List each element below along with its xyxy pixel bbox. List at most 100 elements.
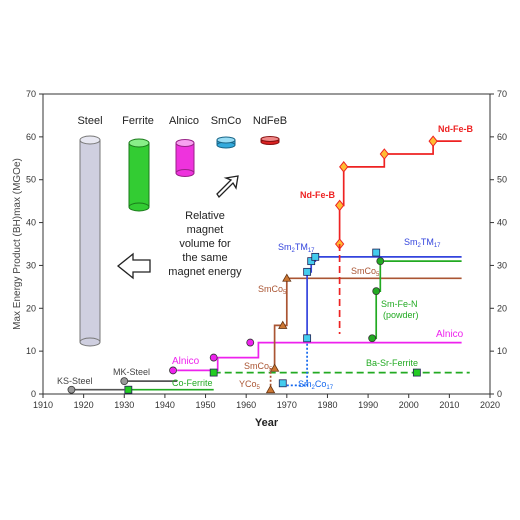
marker-sm-fe-n	[368, 334, 377, 343]
y-tick-label-right: 0	[497, 389, 502, 399]
plot-frame	[42, 93, 491, 395]
label-alnico-right: Alnico	[436, 329, 464, 340]
y-tick-label-left: 30	[26, 260, 36, 270]
x-tick-label: 1930	[114, 400, 134, 410]
marker-sm2co17	[278, 379, 287, 388]
x-tick-label: 2000	[399, 400, 419, 410]
marker-smco5	[282, 273, 292, 282]
label-sm2tm17-left: Sm2TM17	[278, 242, 315, 254]
alnico-cylinder	[175, 139, 195, 177]
label-alnico-left: Alnico	[172, 356, 200, 367]
axes: 1910 1920 1930 1940 1950 1960 1970 1980 1990 2000…	[12, 89, 507, 429]
label-ks-steel: KS-Steel	[57, 376, 93, 386]
smco-cylinder	[216, 136, 236, 149]
legend-cylinders: Steel Ferrite Alnico SmCo NdFeB	[77, 115, 287, 347]
marker-nd-fe-b	[339, 161, 349, 173]
y-tick-label-left: 20	[26, 303, 36, 313]
marker-smco5	[278, 320, 288, 329]
y-tick-label-right: 30	[497, 260, 507, 270]
y-tick-label-left: 70	[26, 89, 36, 99]
series-labels: KS-Steel MK-Steel Co-Ferrite Alnico Alni…	[57, 124, 473, 391]
note-line-2: magnet	[187, 224, 224, 236]
x-tick-label: 1940	[155, 400, 175, 410]
label-ndfeb-top: Nd-Fe-B	[438, 124, 473, 134]
marker-alnico	[169, 366, 177, 375]
note-line-1: Relative	[185, 210, 225, 222]
marker-smco5	[269, 363, 280, 372]
series-line-alnico	[177, 341, 462, 372]
ferrite-cylinder	[128, 138, 150, 212]
y-tick-label-left: 60	[26, 132, 36, 142]
x-tick-label: 1960	[236, 400, 256, 410]
label-sm2co17: Sm2Co17	[298, 379, 334, 391]
x-tick-label: 1970	[277, 400, 297, 410]
label-ba-sr-ferrite: Ba-Sr-Ferrite	[366, 358, 418, 368]
x-tick-label: 2020	[480, 400, 500, 410]
label-sm2tm17-right: Sm2TM17	[404, 237, 441, 249]
marker-sm2tm17	[303, 267, 312, 276]
marker-sm-fe-n	[372, 287, 381, 296]
label-smco5-mid: SmCo5	[258, 284, 287, 296]
marker-co-ferrite	[124, 385, 133, 394]
series-line-smco5	[273, 277, 462, 369]
series-line-nd-fe-b	[338, 140, 462, 244]
marker-nd-fe-b	[335, 199, 345, 212]
marker-sm2tm17	[303, 334, 312, 343]
label-co-ferrite: Co-Ferrite	[172, 378, 213, 388]
x-axis-label: Year	[255, 417, 279, 429]
marker-ks-steel	[67, 385, 76, 394]
label-smco5-low: SmCo5	[244, 361, 273, 373]
marker-sm2tm17	[311, 252, 320, 261]
legend-smco-label: SmCo	[211, 115, 242, 127]
steel-cylinder	[79, 135, 101, 347]
y-tick-label-right: 60	[497, 132, 507, 142]
x-tick-label: 1950	[196, 400, 216, 410]
marker-sm2tm17	[372, 248, 381, 257]
marker-alnico	[209, 353, 218, 362]
legend-alnico-label: Alnico	[169, 115, 199, 127]
y-tick-label-right: 40	[497, 218, 507, 228]
marker-mk-steel	[120, 377, 129, 386]
series-layer	[67, 135, 470, 394]
label-smfen-2: (powder)	[383, 310, 419, 320]
series-line-sm2tm17	[306, 256, 462, 339]
y-tick-label-left: 40	[26, 218, 36, 228]
marker-nd-fe-b	[428, 135, 438, 147]
label-smfen-1: Sm-Fe-N	[381, 299, 418, 309]
x-tick-label: 1980	[317, 400, 337, 410]
diagonal-arrow-icon	[216, 175, 239, 199]
y-axis-label: Max Energy Product (BH)max (MGOe)	[12, 158, 23, 330]
note-line-4: the same	[182, 252, 227, 264]
label-yco5: YCo5	[239, 379, 261, 391]
note-line-3: volume for	[179, 238, 231, 250]
x-tick-label: 1920	[74, 400, 94, 410]
y-tick-label-right: 10	[497, 346, 507, 356]
x-tick-label: 1990	[358, 400, 378, 410]
left-arrow-icon	[116, 252, 151, 280]
y-tick-label-left: 0	[31, 389, 36, 399]
marker-sm-fe-n	[376, 257, 385, 266]
y-tick-label-left: 10	[26, 346, 36, 356]
marker-ba-sr-ferrite	[209, 368, 218, 377]
marker-sm2tm17	[307, 257, 316, 266]
legend-ndfeb-label: NdFeB	[253, 115, 287, 127]
marker-alnico	[246, 338, 255, 347]
y-tick-label-right: 20	[497, 303, 507, 313]
legend-steel-label: Steel	[77, 115, 102, 127]
y-tick-label-right: 70	[497, 89, 507, 99]
x-tick-label: 2010	[439, 400, 459, 410]
marker-yco5	[265, 384, 276, 394]
label-smco5-right: SmCo5	[351, 266, 380, 278]
y-tick-label-left: 50	[26, 175, 36, 185]
ndfeb-cylinder	[260, 136, 280, 145]
label-mk-steel: MK-Steel	[113, 367, 150, 377]
series-line-sm2co17	[282, 338, 308, 387]
label-ndfeb-mid: Nd-Fe-B	[300, 190, 335, 200]
y-tick-label-right: 50	[497, 175, 507, 185]
legend-ferrite-label: Ferrite	[122, 115, 154, 127]
note-line-5: magnet energy	[168, 266, 242, 278]
marker-ba-sr-ferrite	[412, 368, 421, 377]
x-tick-label: 1910	[33, 400, 53, 410]
marker-nd-fe-b	[379, 148, 389, 160]
